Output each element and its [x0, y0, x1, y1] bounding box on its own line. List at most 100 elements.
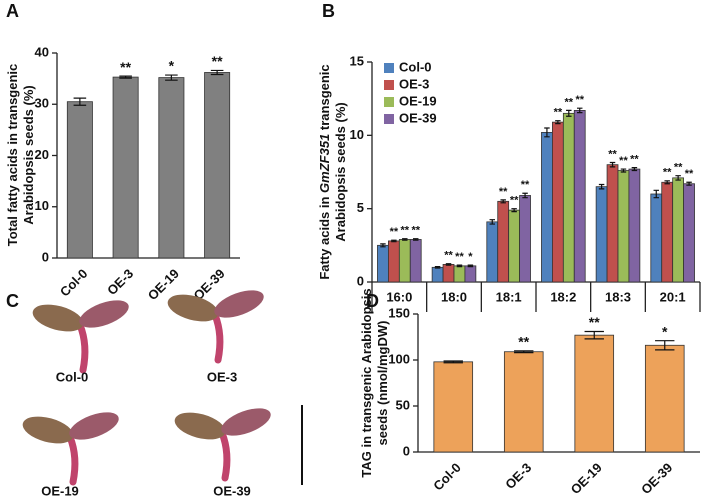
significance: **: [444, 250, 453, 262]
error-bar: [443, 360, 463, 364]
y-axis-label-line: Arabidopsis seeds (%): [21, 85, 36, 224]
panel-label: D: [366, 291, 379, 311]
significance: **: [685, 168, 694, 180]
bar: [486, 221, 499, 283]
significance: **: [499, 186, 508, 198]
seedling: [167, 290, 264, 364]
legend-label: OE-19: [399, 93, 437, 108]
bar: [431, 266, 444, 283]
error-bar: [456, 264, 463, 268]
bar: [552, 121, 564, 283]
cotyledon: [79, 300, 129, 328]
y-tick-label: 100: [388, 351, 410, 366]
error-bar: [165, 74, 178, 81]
y-axis-label-part: GmZF351: [317, 134, 332, 193]
bar: [519, 195, 531, 283]
cotyledon: [174, 412, 226, 440]
seedling-stem: [66, 433, 79, 486]
significance: **: [674, 162, 683, 174]
error-bar: [434, 266, 441, 269]
bar: [650, 193, 663, 283]
seedling: [22, 412, 119, 486]
error-bar: [489, 219, 495, 225]
image-label: OE-39: [213, 483, 251, 498]
error-bar: [514, 350, 534, 354]
bar: [606, 164, 619, 283]
legend-swatch: [384, 80, 394, 90]
error-bar: [566, 109, 572, 117]
error-bar: [577, 107, 583, 114]
bar: [453, 265, 466, 283]
seedling: [174, 408, 271, 482]
bar: [562, 112, 575, 283]
error-bar: [686, 181, 692, 186]
bar: [158, 77, 185, 259]
image-label: Col-0: [56, 369, 89, 384]
y-axis-label: Total fatty acids in transgenicArabidops…: [5, 64, 36, 247]
bar: [433, 361, 474, 453]
y-axis-label-part: Fatty acids in: [317, 193, 332, 280]
bar: [398, 239, 411, 283]
legend-label: OE-3: [399, 76, 429, 91]
y-tick-label: 5: [357, 200, 364, 215]
bar: [644, 344, 685, 453]
bar: [66, 101, 93, 259]
legend-swatch: [384, 63, 394, 73]
y-tick-label: 30: [35, 96, 49, 111]
significance: *: [662, 323, 668, 339]
error-bar: [522, 192, 528, 199]
bar: [377, 244, 389, 283]
y-tick-label: 0: [42, 249, 49, 264]
seedling-stem: [218, 429, 231, 482]
error-bar: [664, 180, 670, 185]
bar: [387, 240, 400, 283]
significance: **: [455, 251, 464, 263]
y-tick-label: 50: [396, 397, 410, 412]
significance: **: [619, 155, 628, 167]
error-bar: [584, 330, 604, 340]
bar: [204, 72, 231, 259]
error-bar: [675, 175, 681, 181]
panel-label: B: [322, 1, 335, 21]
significance: **: [575, 94, 584, 106]
error-bar: [598, 183, 605, 190]
significance: **: [411, 225, 420, 237]
y-tick-label: 40: [35, 44, 49, 59]
y-tick-label: 0: [357, 273, 364, 288]
y-axis-label: TAG in transgenic Arabidopsisseeds (nmol…: [359, 288, 390, 477]
error-bar: [119, 75, 132, 79]
significance: **: [565, 96, 574, 108]
bar: [508, 209, 520, 283]
cotyledon: [22, 416, 74, 444]
x-tick-label: 20:1: [660, 289, 686, 304]
error-bar: [210, 69, 224, 76]
significance: **: [401, 225, 410, 237]
bar: [573, 110, 586, 283]
error-bar: [555, 120, 561, 125]
image-label: OE-19: [41, 483, 79, 498]
seedling-stem: [211, 311, 224, 364]
bar: [112, 76, 139, 259]
error-bar: [544, 127, 550, 138]
significance: **: [390, 226, 399, 238]
error-bar: [380, 243, 386, 248]
significance: *: [468, 251, 473, 263]
significance: **: [589, 314, 600, 330]
error-bar: [391, 239, 397, 243]
cotyledon: [214, 290, 264, 318]
bar: [541, 131, 553, 283]
bar: [617, 170, 630, 283]
significance: **: [608, 148, 617, 160]
significance: **: [518, 334, 529, 350]
bar: [464, 265, 477, 283]
bar: [661, 181, 674, 283]
bar: [409, 239, 422, 283]
y-tick-label: 150: [388, 305, 410, 320]
error-bar: [631, 167, 638, 172]
bar: [574, 334, 615, 453]
cotyledon: [221, 408, 271, 436]
bar: [683, 183, 695, 283]
error-bar: [620, 168, 627, 173]
significance: **: [212, 53, 223, 69]
